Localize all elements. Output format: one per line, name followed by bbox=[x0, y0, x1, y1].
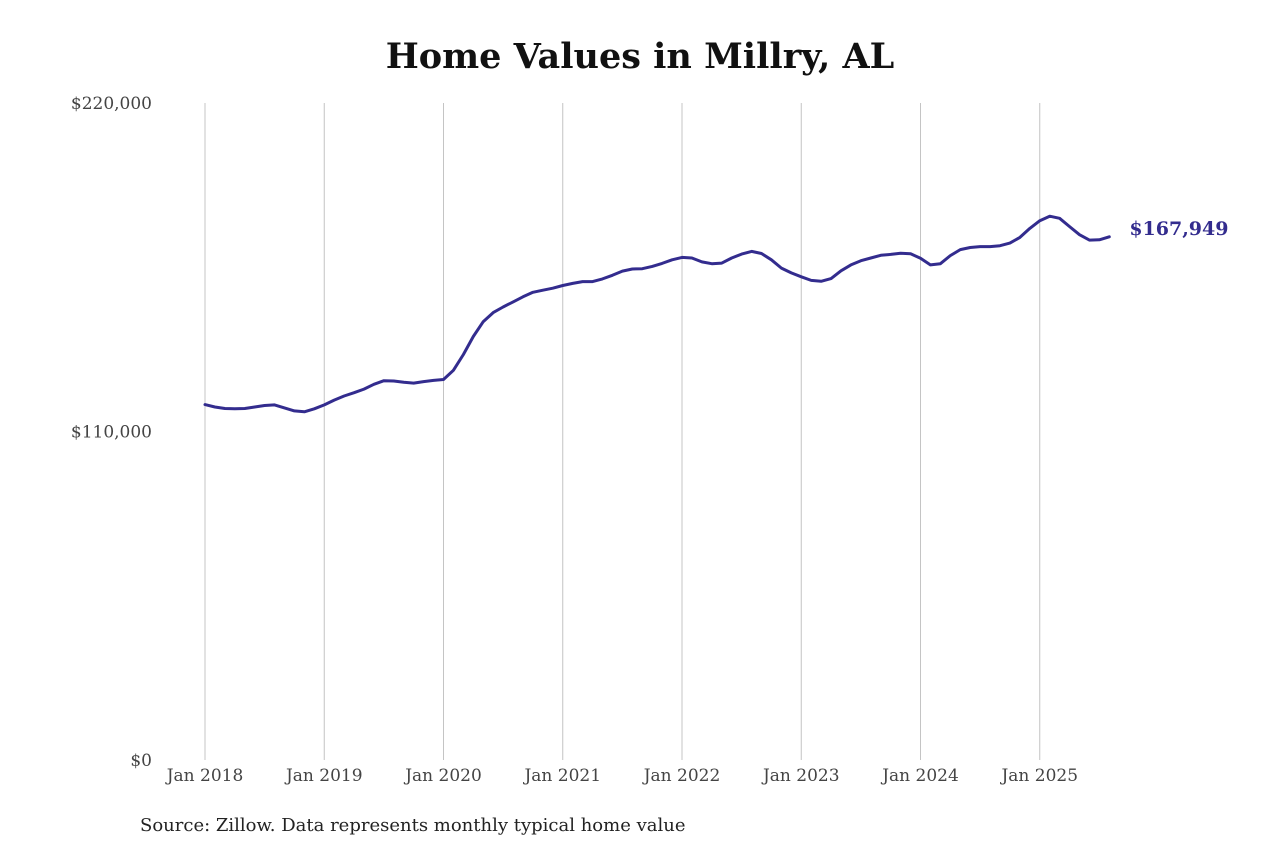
x-axis-ticks: Jan 2018 Jan 2019 Jan 2020 Jan 2021 Jan 2022… bbox=[165, 766, 1078, 786]
x-tick-label: Jan 2024 bbox=[880, 766, 959, 786]
chart-title: Home Values in Millry, AL bbox=[385, 36, 895, 77]
x-tick-label: Jan 2021 bbox=[522, 766, 601, 786]
x-tick-label: Jan 2020 bbox=[403, 766, 482, 786]
end-value-label: $167,949 bbox=[1129, 218, 1228, 240]
end-label-layer: $167,949 bbox=[1129, 218, 1228, 240]
series-layer bbox=[203, 214, 1111, 414]
series-line bbox=[203, 214, 1111, 414]
y-tick-label: $220,000 bbox=[71, 94, 152, 114]
y-tick-label: $0 bbox=[130, 751, 152, 771]
x-tick-label: Jan 2018 bbox=[165, 766, 244, 786]
x-tick-label: Jan 2019 bbox=[284, 766, 363, 786]
y-tick-label: $110,000 bbox=[71, 423, 152, 443]
x-tick-label: Jan 2023 bbox=[761, 766, 840, 786]
y-axis-ticks: $0 $110,000 $220,000 bbox=[71, 94, 152, 771]
x-tick-label: Jan 2025 bbox=[999, 766, 1078, 786]
x-tick-label: Jan 2022 bbox=[642, 766, 721, 786]
source-note: Source: Zillow. Data represents monthly … bbox=[140, 815, 686, 836]
grid-lines bbox=[204, 103, 1041, 760]
